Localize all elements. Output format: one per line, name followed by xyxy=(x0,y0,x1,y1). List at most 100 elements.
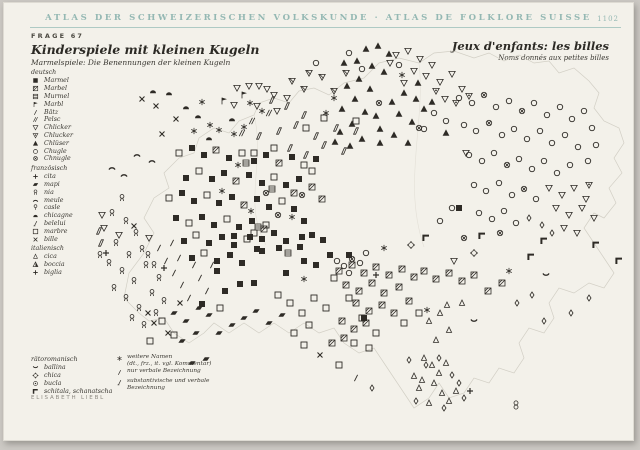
map-symbol-sq_f xyxy=(249,218,255,224)
legend-item-label: marbre xyxy=(44,227,68,235)
map-symbol-sq_f xyxy=(222,288,228,294)
map-symbol-sq_o xyxy=(372,329,380,337)
map-symbol-sq_h xyxy=(260,225,268,233)
map-symbol-sq_o xyxy=(300,341,308,349)
legend-note-line: substantivische und verbale xyxy=(127,378,210,385)
map-symbol-ast xyxy=(247,99,253,107)
map-symbol-cir_o xyxy=(536,127,544,135)
map-symbol-par_o xyxy=(286,144,294,152)
map-symbol-cir_o xyxy=(333,257,341,265)
map-symbol-corner xyxy=(592,241,599,248)
legend-note: nur verbale Bezeichnung xyxy=(115,368,201,377)
flag-icon xyxy=(33,101,38,107)
map-symbol-sq_h xyxy=(348,261,356,269)
map-symbol-tri_f xyxy=(380,68,388,75)
map-symbol-tri_o xyxy=(428,361,436,368)
map-symbol-par_o xyxy=(292,121,300,129)
map-symbol-trid_o xyxy=(392,52,400,60)
map-symbol-cir_x xyxy=(485,119,493,127)
stem-icon xyxy=(33,204,38,211)
map-symbol-trid_o xyxy=(233,85,241,93)
map-symbol-cir_x xyxy=(375,99,383,107)
map-symbol-sq_o xyxy=(274,291,282,299)
legend-item: mapi xyxy=(31,181,109,189)
map-symbol-dome xyxy=(150,90,156,94)
legend-item: chica xyxy=(31,372,103,380)
legend-item-label: nia xyxy=(44,188,54,196)
legend-note: substantivische und verbale Bezeichnung xyxy=(115,378,209,391)
map-symbol-cir_o xyxy=(436,217,444,225)
cir_o-icon xyxy=(33,148,38,154)
map-symbol-dia_o xyxy=(568,309,574,317)
legend-item-label: ballina xyxy=(44,364,66,372)
map-symbol-cir_o xyxy=(568,115,576,123)
map-symbol-sq_o xyxy=(250,149,258,157)
map-symbol-trid_h xyxy=(288,78,296,86)
map-symbol-sq_f xyxy=(211,222,217,228)
map-symbol-plus xyxy=(161,265,167,271)
map-symbol-par_f xyxy=(192,331,200,335)
map-symbol-sq_h xyxy=(410,273,418,281)
map-symbol-sq_f xyxy=(456,205,462,211)
map-symbol-cir_x xyxy=(460,234,468,242)
map-symbol-flag xyxy=(241,91,247,99)
map-symbol-cir_o xyxy=(395,61,403,69)
map-symbol-sq_f xyxy=(231,233,237,239)
map-symbol-par_f xyxy=(205,313,213,317)
map-symbol-cir_o xyxy=(488,215,496,223)
legend-section-title: französisch xyxy=(31,164,68,172)
map-symbol-tri_f xyxy=(336,128,344,135)
map-symbol-sq_f xyxy=(179,190,185,196)
map-symbol-cir_o xyxy=(478,157,486,165)
map-symbol-slash2 xyxy=(265,109,273,117)
map-symbol-sq_f xyxy=(320,237,326,243)
legend-languages: deutsch Marmel Marbel Murmel Marbl Bätz Pelsc C… xyxy=(31,67,109,276)
map-symbol-sq_o xyxy=(192,231,200,239)
map-symbol-cross xyxy=(145,310,151,316)
map-symbol-sq_h xyxy=(212,146,220,154)
map-symbol-cir_o xyxy=(532,195,540,203)
map-symbol-dia_o xyxy=(369,384,375,392)
map-symbol-sq_o xyxy=(320,114,328,122)
map-symbol-par_o xyxy=(283,102,291,110)
map-symbol-sq_f xyxy=(183,175,189,181)
map-symbol-tri_f xyxy=(355,75,363,82)
map-symbol-cir_o xyxy=(556,103,564,111)
map-symbol-trid_d xyxy=(452,100,460,108)
map-symbol-tri_f xyxy=(395,110,403,117)
legend-item: Chugle xyxy=(31,147,109,155)
map-symbol-ast xyxy=(248,207,254,215)
map-symbol-par_o xyxy=(302,151,310,159)
cir_dots-icon xyxy=(32,372,39,379)
map-symbol-trid_h xyxy=(342,70,350,78)
map-symbol-cir_o xyxy=(492,103,500,111)
header-right: Jeux d'enfants: les billes Noms donnés a… xyxy=(452,39,609,62)
map-symbol-cir_o xyxy=(430,109,438,117)
region-boundary xyxy=(253,114,267,246)
legend-item: bille xyxy=(31,235,109,243)
map-symbol-cir_dots xyxy=(407,241,415,249)
region-boundary xyxy=(414,62,425,248)
map-symbol-par_o xyxy=(300,111,308,119)
map-subtitle-fr: Noms donnés aux petites billes xyxy=(498,54,609,62)
legend-item-label: Bätz xyxy=(44,108,59,116)
map-symbol-slash2 xyxy=(238,129,246,137)
legend-item: Bätz xyxy=(31,108,109,116)
map-symbol-trid_h xyxy=(300,86,308,94)
map-symbol-tri_f xyxy=(362,45,370,52)
map-symbol-ast xyxy=(207,121,213,129)
map-symbol-tri_o xyxy=(452,387,460,394)
map-symbol-sq_f xyxy=(291,206,297,212)
cir_x-icon xyxy=(33,156,38,162)
map-symbol-sq_f xyxy=(313,262,319,268)
map-symbol-sq_h xyxy=(365,307,373,315)
map-symbol-sq_o xyxy=(170,331,178,339)
map-symbol-slash xyxy=(156,244,162,252)
map-symbol-tri_f xyxy=(348,120,356,127)
map-symbol-sq_f xyxy=(327,252,333,258)
map-symbol-tri_o xyxy=(438,389,446,396)
map-symbol-sq_h xyxy=(232,177,240,185)
map-symbol-sq_f xyxy=(201,152,207,158)
map-symbol-cir_o xyxy=(345,49,353,57)
map-symbol-dome xyxy=(229,118,235,122)
